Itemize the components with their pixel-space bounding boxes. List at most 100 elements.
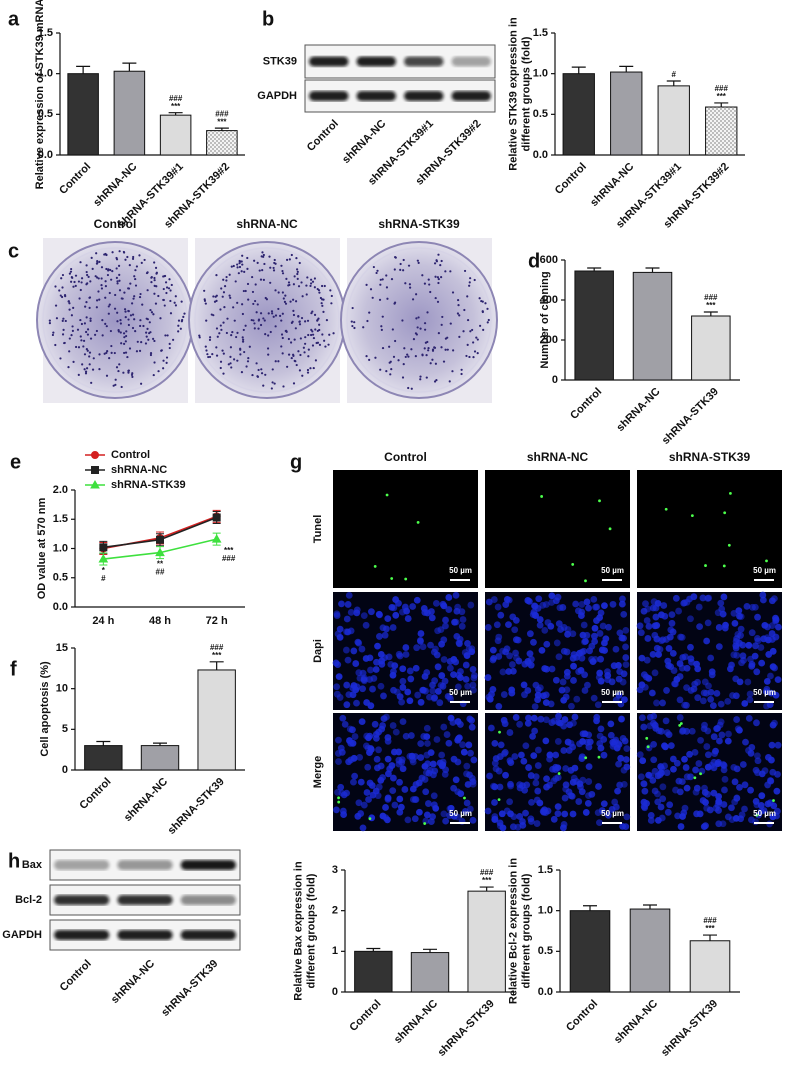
nucleus: [733, 635, 741, 643]
nucleus: [544, 807, 552, 815]
colony: [262, 278, 265, 281]
y-tick-label: 0.0: [38, 149, 53, 161]
y-tick-label: 0.5: [538, 945, 553, 957]
nucleus: [561, 716, 569, 723]
nucleus: [343, 701, 351, 709]
scale-bar-label: 50 µm: [753, 566, 776, 575]
nucleus: [335, 758, 342, 765]
bar: [410, 952, 450, 993]
colony: [63, 341, 66, 345]
colony: [280, 345, 283, 348]
colony: [262, 384, 265, 387]
nucleus: [520, 681, 528, 689]
nucleus: [343, 789, 351, 797]
nucleus: [563, 648, 571, 656]
nucleus: [421, 609, 429, 616]
colony: [281, 336, 284, 340]
y-tick-label: 0: [332, 986, 338, 998]
nucleus: [333, 612, 341, 619]
micrograph: [485, 470, 630, 588]
colony: [149, 352, 153, 355]
colony: [220, 287, 223, 290]
colony: [375, 271, 378, 275]
colony: [134, 330, 137, 333]
y-tick-label: 10: [56, 683, 68, 695]
nucleus: [440, 723, 448, 731]
colony: [255, 362, 258, 365]
colony: [174, 304, 178, 307]
colony: [332, 332, 335, 335]
colony: [139, 319, 142, 322]
nucleus: [569, 630, 577, 638]
nucleus: [699, 594, 707, 602]
nucleus: [516, 813, 524, 820]
y-tick-label: 200: [540, 334, 558, 346]
blot-band: [54, 930, 110, 940]
nucleus: [764, 623, 771, 631]
colony: [206, 353, 209, 356]
colony: [403, 347, 406, 350]
error-bar: [366, 947, 381, 952]
nucleus: [581, 638, 588, 646]
colony: [124, 340, 127, 343]
nucleus: [745, 747, 752, 754]
x-tick-label: 24 h: [92, 615, 114, 627]
micrograph: [333, 470, 478, 588]
panel-letter: d: [528, 250, 540, 272]
colony: [67, 300, 70, 303]
nucleus: [720, 801, 728, 808]
nucleus: [420, 733, 428, 740]
colony: [423, 347, 426, 350]
colony: [287, 353, 291, 356]
nucleus: [468, 723, 476, 731]
colony: [289, 341, 293, 344]
nucleus: [447, 804, 455, 812]
colony: [458, 314, 461, 317]
scale-bar-label: 50 µm: [601, 809, 624, 818]
colony: [118, 279, 121, 282]
colony: [425, 376, 428, 379]
nucleus: [585, 763, 593, 771]
nucleus: [533, 820, 541, 827]
nucleus: [468, 774, 476, 782]
colony: [111, 270, 114, 273]
colony: [81, 363, 84, 366]
colony: [215, 346, 218, 349]
colony: [222, 321, 225, 324]
colony: [64, 319, 67, 323]
blot-row-label: Bax: [22, 859, 43, 871]
nucleus: [679, 727, 687, 735]
nucleus: [491, 783, 499, 791]
colony: [159, 317, 162, 320]
legend-marker: [91, 451, 99, 459]
nucleus: [738, 811, 746, 819]
nucleus: [772, 614, 779, 622]
colony: [107, 312, 110, 315]
nucleus: [687, 687, 695, 694]
significance-label: ***: [482, 876, 492, 885]
nucleus: [399, 684, 407, 691]
nucleus: [771, 719, 778, 727]
nucleus: [757, 644, 765, 651]
nucleus: [382, 804, 389, 811]
nucleus: [469, 780, 477, 788]
colony: [297, 285, 301, 288]
nucleus: [511, 626, 519, 634]
nucleus: [349, 739, 357, 747]
significance-label: ***: [212, 651, 222, 660]
nucleus: [371, 720, 379, 728]
nucleus: [523, 781, 531, 789]
colony: [306, 319, 310, 322]
nucleus: [679, 654, 687, 661]
nucleus: [675, 607, 682, 615]
nucleus: [771, 595, 778, 603]
colony: [269, 266, 272, 269]
nucleus: [540, 692, 547, 700]
nucleus: [507, 782, 515, 790]
colony: [118, 363, 121, 366]
image-title: shRNA-NC: [236, 217, 298, 231]
colony: [270, 310, 274, 313]
colony: [251, 275, 254, 279]
nucleus: [455, 734, 463, 742]
